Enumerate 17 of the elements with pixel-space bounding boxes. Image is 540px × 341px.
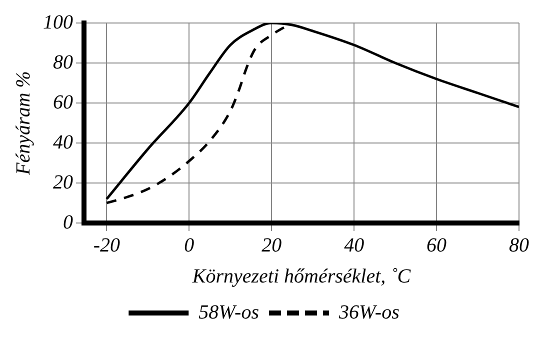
line-series xyxy=(105,23,519,200)
x-tick-label: 60 xyxy=(426,234,447,256)
x-tick-label: 0 xyxy=(184,234,194,256)
legend-label: 58W-os xyxy=(198,301,260,324)
y-tick-label: 60 xyxy=(53,91,73,114)
y-tick-label: 100 xyxy=(43,11,73,34)
legend-label: 36W-os xyxy=(338,301,400,324)
x-tick-label: 40 xyxy=(344,234,364,256)
x-tick-label: -20 xyxy=(93,234,120,256)
x-tick-label: 80 xyxy=(509,234,529,256)
y-tick-label: 20 xyxy=(53,171,73,194)
y-axis-title: Fényáram % xyxy=(12,71,34,176)
y-tick-label: 40 xyxy=(53,131,73,154)
x-tick-label: 20 xyxy=(262,234,282,256)
x-axis-title: Környezeti hőmérséklet, ˚C xyxy=(191,265,412,288)
y-tick-label: 80 xyxy=(53,51,73,74)
y-tick-label: 0 xyxy=(63,211,73,234)
